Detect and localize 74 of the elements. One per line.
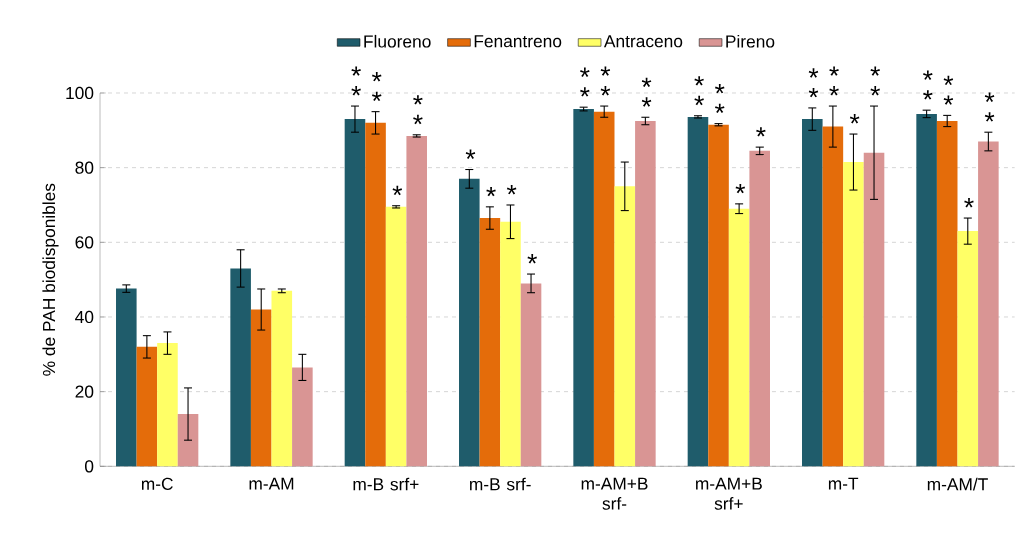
bar (863, 152, 885, 467)
data-label: * * (694, 75, 704, 106)
x-tick-label: m-AM/T (927, 477, 988, 491)
legend-label: Antraceno (603, 35, 683, 48)
bar (573, 108, 594, 467)
bar (250, 309, 272, 467)
data-label: * * (371, 71, 382, 101)
data-label: * (465, 149, 476, 159)
bar (936, 120, 958, 467)
data-label: * (506, 184, 517, 195)
bar (843, 161, 864, 467)
bar (230, 268, 251, 467)
y-tick-label: 0 (84, 460, 94, 473)
data-label: * * (870, 66, 880, 96)
bar (916, 113, 937, 467)
bar (177, 413, 199, 467)
data-label: * * (413, 95, 423, 125)
bar (292, 367, 313, 467)
data-label: * (735, 183, 746, 194)
x-tick-label: m-AM+B srf+ (696, 477, 762, 510)
data-label: * (486, 186, 496, 197)
data-label: * * (923, 70, 933, 100)
data-label: * * (600, 66, 611, 96)
legend-label: Fenantreno (474, 35, 562, 48)
y-tick-label: 80 (75, 161, 94, 174)
data-label: * * (580, 67, 590, 97)
bar (365, 122, 386, 467)
data-label: * (756, 127, 766, 137)
bar (978, 141, 999, 467)
bar (749, 150, 770, 467)
x-tick-label: m-AM+B srf- (581, 477, 648, 510)
bar (271, 290, 293, 467)
y-tick-label: 60 (75, 236, 94, 249)
bar (614, 186, 636, 467)
bar (708, 124, 729, 467)
data-label: * * (808, 68, 819, 98)
bar (344, 118, 366, 467)
data-label: * * (943, 75, 954, 105)
bar (136, 346, 158, 467)
x-tick-label: m-B srf+ (353, 477, 419, 491)
bar (635, 120, 656, 467)
x-tick-label: m-B srf- (470, 477, 531, 491)
bar (500, 221, 521, 467)
bar (687, 116, 709, 467)
bar (385, 206, 407, 467)
legend-label: Pireno (726, 34, 775, 48)
bar (728, 208, 750, 467)
data-label: * (392, 185, 403, 195)
bar (479, 217, 501, 467)
data-label: * (964, 197, 974, 208)
data-label: * * (829, 66, 839, 96)
y-axis-title: % de PAH biodisponibles (42, 183, 59, 376)
x-tick-label: m-T (828, 477, 859, 490)
x-tick-label: m-C (141, 477, 173, 490)
bar (802, 118, 823, 467)
bar (822, 126, 844, 467)
data-label: * (527, 253, 537, 264)
bar (593, 111, 615, 467)
bar (116, 288, 137, 467)
y-tick-label: 20 (75, 385, 94, 398)
data-label: * * (641, 77, 652, 107)
bar (520, 283, 542, 467)
bar (406, 135, 427, 467)
data-label: * (849, 113, 860, 124)
x-tick-label: m-AM (249, 477, 294, 490)
bar (459, 178, 480, 467)
y-tick-label: 40 (75, 310, 94, 323)
y-tick-label: 100 (66, 86, 94, 99)
legend-label: Fluoreno (364, 34, 431, 48)
data-label: * * (714, 83, 725, 113)
bar (157, 342, 178, 467)
bar (957, 230, 979, 467)
data-label: * * (351, 66, 361, 96)
data-label: * * (984, 92, 995, 122)
